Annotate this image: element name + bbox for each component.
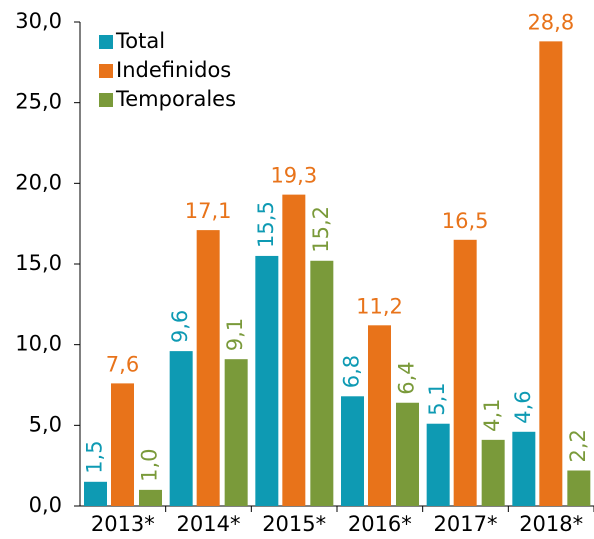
bar bbox=[368, 325, 391, 506]
bar bbox=[111, 383, 134, 506]
bar bbox=[453, 239, 477, 507]
value-label: 15,5 bbox=[254, 201, 278, 248]
bar bbox=[169, 351, 193, 506]
value-label: 4,1 bbox=[480, 398, 504, 431]
value-label: 16,5 bbox=[442, 209, 489, 233]
value-label: 15,2 bbox=[309, 206, 333, 253]
bar bbox=[512, 431, 536, 506]
value-label: 7,6 bbox=[106, 352, 139, 376]
y-tick-label: 20,0 bbox=[15, 170, 62, 194]
legend-swatch bbox=[99, 64, 113, 78]
legend-swatch bbox=[99, 93, 113, 107]
y-tick-label: 10,0 bbox=[15, 332, 62, 356]
value-label: 19,3 bbox=[270, 164, 317, 188]
legend-label: Temporales bbox=[115, 87, 236, 111]
y-tick-label: 30,0 bbox=[15, 9, 62, 33]
value-label: 6,4 bbox=[395, 361, 419, 394]
x-tick-label: 2016* bbox=[348, 512, 412, 536]
value-label: 1,0 bbox=[138, 448, 162, 481]
x-tick-label: 2014* bbox=[177, 512, 241, 536]
x-tick-label: 2017* bbox=[434, 512, 498, 536]
bar bbox=[282, 194, 306, 507]
bar bbox=[396, 402, 419, 506]
value-label: 9,1 bbox=[223, 318, 247, 351]
value-label: 4,6 bbox=[511, 390, 535, 423]
value-label: 1,5 bbox=[83, 440, 107, 473]
y-tick-label: 0,0 bbox=[29, 493, 62, 517]
x-tick-label: 2013* bbox=[91, 512, 155, 536]
bar bbox=[567, 470, 591, 506]
bar bbox=[139, 489, 162, 506]
x-tick-label: 2018* bbox=[519, 512, 583, 536]
value-label: 2,2 bbox=[566, 429, 590, 462]
value-label: 5,1 bbox=[425, 382, 449, 415]
y-tick-label: 25,0 bbox=[15, 90, 62, 114]
bar bbox=[310, 260, 334, 506]
bar bbox=[255, 255, 279, 506]
value-label: 11,2 bbox=[356, 294, 403, 318]
bar bbox=[341, 396, 364, 506]
value-label: 6,8 bbox=[340, 355, 364, 388]
x-tick-label: 2015* bbox=[262, 512, 326, 536]
legend-swatch bbox=[99, 35, 113, 49]
legend-label: Total bbox=[115, 29, 165, 53]
legend-label: Indefinidos bbox=[116, 58, 231, 82]
value-label: 28,8 bbox=[527, 10, 574, 34]
y-tick-label: 5,0 bbox=[29, 412, 62, 436]
bar bbox=[224, 359, 248, 506]
bar bbox=[426, 423, 450, 506]
value-label: 17,1 bbox=[185, 199, 232, 223]
value-label: 9,6 bbox=[168, 310, 192, 343]
bar bbox=[196, 230, 220, 506]
bar bbox=[84, 481, 107, 506]
bar bbox=[481, 439, 505, 506]
y-tick-label: 15,0 bbox=[15, 251, 62, 275]
bar bbox=[539, 41, 563, 507]
